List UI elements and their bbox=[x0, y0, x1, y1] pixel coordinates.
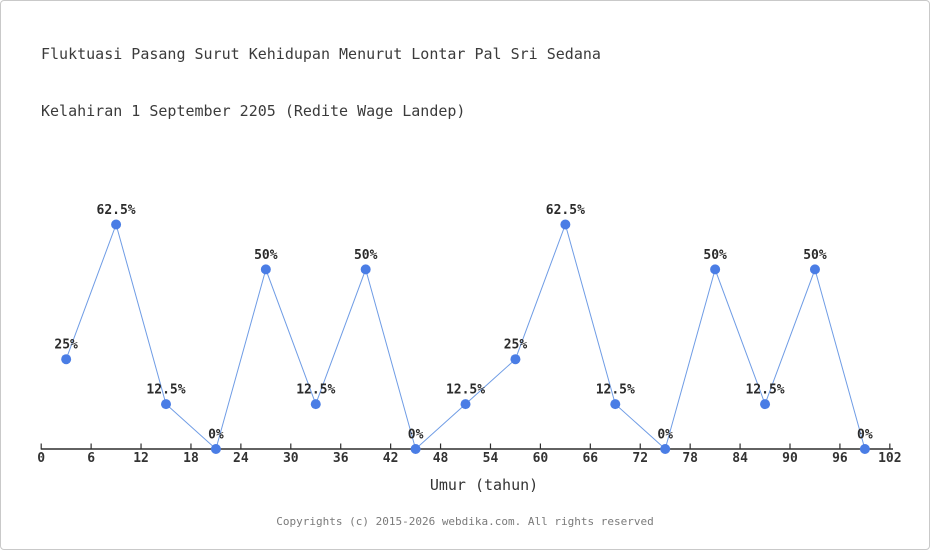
data-point-label: 12.5% bbox=[596, 383, 635, 398]
data-point bbox=[260, 264, 271, 275]
x-axis-tick-label: 12 bbox=[133, 451, 149, 466]
data-point-label: 25% bbox=[504, 338, 528, 353]
data-point bbox=[161, 399, 171, 410]
data-point bbox=[809, 264, 820, 275]
data-point bbox=[859, 444, 870, 454]
data-point bbox=[560, 219, 571, 230]
x-axis-tick-label: 6 bbox=[87, 451, 95, 466]
data-point bbox=[310, 399, 321, 410]
data-point bbox=[510, 354, 521, 365]
x-axis-tick-label: 24 bbox=[233, 451, 249, 466]
data-point bbox=[610, 399, 621, 410]
data-point bbox=[410, 444, 421, 454]
data-point bbox=[660, 444, 671, 454]
data-point-label: 12.5% bbox=[446, 383, 485, 398]
data-point bbox=[360, 264, 371, 275]
data-point-label: 0% bbox=[408, 428, 424, 443]
data-point-label: 50% bbox=[354, 248, 378, 263]
x-axis-tick-label: 90 bbox=[782, 451, 798, 466]
x-axis-tick-label: 84 bbox=[732, 451, 748, 466]
x-axis-tick-label: 0 bbox=[37, 451, 45, 466]
data-point-label: 62.5% bbox=[97, 203, 136, 218]
data-point-label: 62.5% bbox=[546, 203, 585, 218]
data-point bbox=[61, 354, 72, 365]
data-point-label: 50% bbox=[254, 248, 278, 263]
data-point-label: 50% bbox=[703, 248, 727, 263]
x-axis-tick-label: 42 bbox=[383, 451, 399, 466]
data-point-label: 12.5% bbox=[146, 383, 185, 398]
x-axis-tick-label: 72 bbox=[632, 451, 648, 466]
data-point bbox=[111, 219, 122, 230]
data-point bbox=[760, 399, 771, 410]
data-point-label: 12.5% bbox=[745, 383, 784, 398]
x-axis-tick-label: 36 bbox=[333, 451, 349, 466]
data-point-label: 0% bbox=[657, 428, 673, 443]
data-point-label: 0% bbox=[857, 428, 873, 443]
x-axis-tick-label: 30 bbox=[283, 451, 299, 466]
data-point-label: 12.5% bbox=[296, 383, 335, 398]
copyright-text: Copyrights (c) 2015-2026 webdika.com. Al… bbox=[276, 515, 654, 528]
x-axis-tick-label: 66 bbox=[582, 451, 598, 466]
x-axis-tick-label: 102 bbox=[878, 451, 901, 466]
x-axis-tick-label: 54 bbox=[483, 451, 499, 466]
chart-title-line1: Fluktuasi Pasang Surut Kehidupan Menurut… bbox=[41, 45, 601, 63]
x-axis-tick-label: 96 bbox=[832, 451, 848, 466]
data-point bbox=[710, 264, 721, 275]
data-point-label: 0% bbox=[208, 428, 224, 443]
data-point-label: 50% bbox=[803, 248, 827, 263]
x-axis-tick-label: 60 bbox=[533, 451, 549, 466]
data-point bbox=[210, 444, 221, 454]
chart-title: Fluktuasi Pasang Surut Kehidupan Menurut… bbox=[41, 7, 601, 159]
chart-title-line2: Kelahiran 1 September 2205 (Redite Wage … bbox=[41, 102, 466, 120]
data-point bbox=[460, 399, 471, 410]
x-axis-tick-label: 18 bbox=[183, 451, 199, 466]
x-axis-tick-label: 48 bbox=[433, 451, 449, 466]
data-point-label: 25% bbox=[54, 338, 78, 353]
x-axis-tick-label: 78 bbox=[682, 451, 698, 466]
line-series bbox=[65, 222, 866, 450]
x-axis-title: Umur (tahun) bbox=[429, 476, 539, 494]
